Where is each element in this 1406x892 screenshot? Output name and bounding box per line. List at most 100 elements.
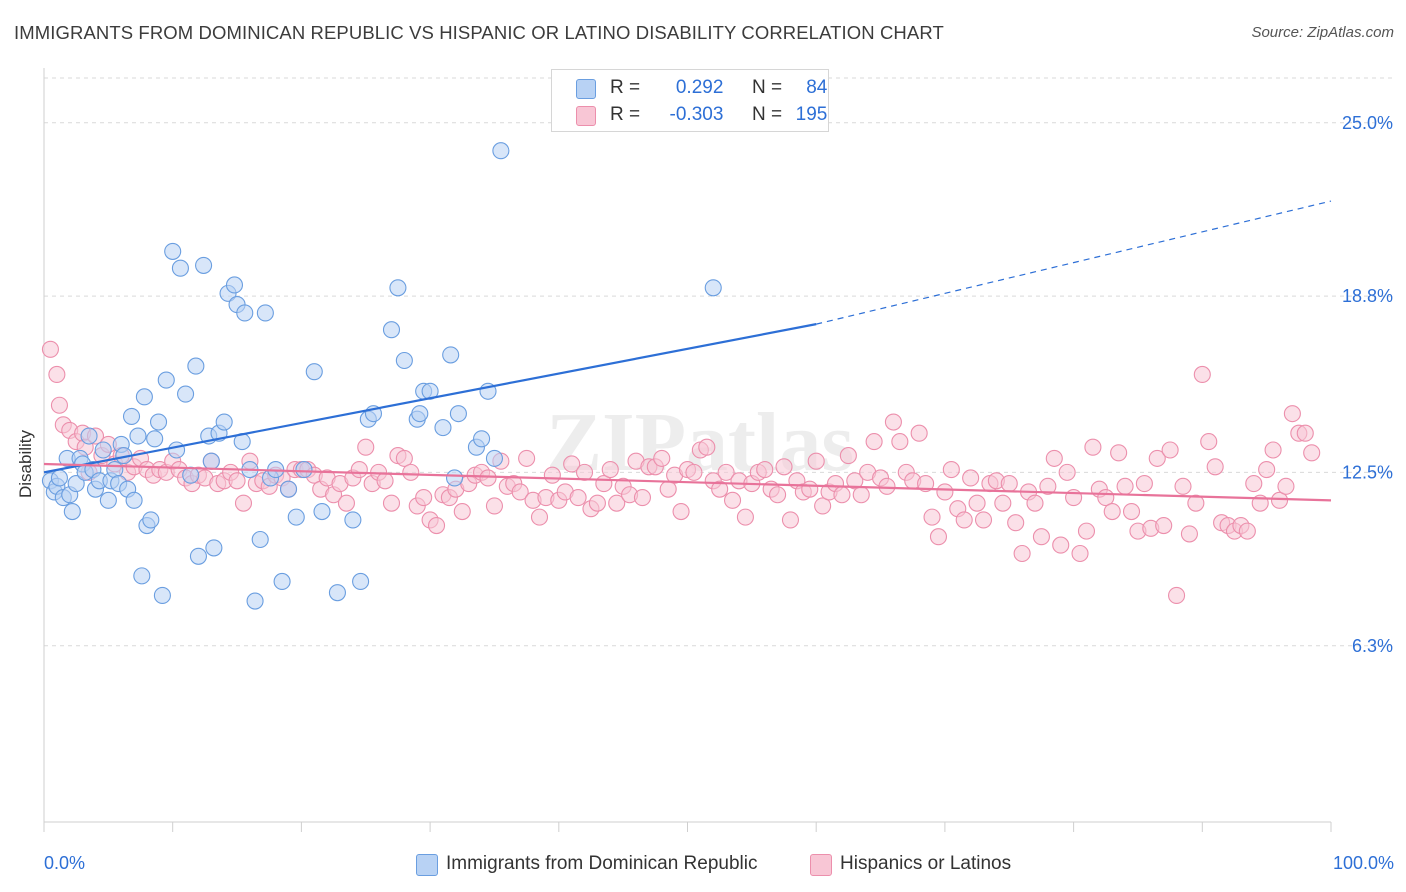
- legend-r-label: R =: [610, 77, 641, 98]
- point-dominican: [256, 304, 274, 322]
- point-hispanics: [1174, 477, 1192, 495]
- legend-text-pink: R = -0.303 N = 195: [610, 104, 827, 126]
- source-label: Source: ZipAtlas.com: [1251, 24, 1394, 41]
- point-dominican: [171, 259, 189, 277]
- point-hispanics: [1013, 544, 1031, 563]
- point-dominican: [187, 357, 205, 375]
- point-hispanics: [807, 452, 825, 470]
- y-tick-labels: 25.0% 18.8% 12.5% 6.3%: [1342, 113, 1393, 656]
- point-hispanics: [891, 433, 909, 451]
- point-dominican: [704, 279, 722, 297]
- axes: [43, 68, 1332, 832]
- point-dominican: [135, 388, 153, 406]
- y-tick-label: 6.3%: [1352, 636, 1393, 656]
- point-hispanics: [50, 396, 68, 414]
- point-hispanics: [41, 340, 59, 358]
- legend-label-hispanics: Hispanics or Latinos: [840, 853, 1012, 874]
- point-dominican: [473, 430, 491, 448]
- point-dominican: [411, 405, 429, 423]
- point-hispanics: [936, 483, 954, 501]
- point-hispanics: [1103, 502, 1121, 521]
- point-hispanics: [1122, 502, 1141, 521]
- point-hispanics: [337, 494, 355, 512]
- legend-n-value: 84: [806, 77, 828, 98]
- point-hispanics: [1187, 494, 1205, 512]
- point-hispanics: [1045, 449, 1063, 467]
- point-hispanics: [1116, 477, 1134, 495]
- stats-legend: R = 0.292 N = 84 R = -0.303 N = 195: [551, 69, 829, 132]
- point-hispanics: [775, 458, 793, 476]
- point-dominican: [328, 584, 346, 602]
- legend-r-value: 0.292: [675, 77, 724, 98]
- point-hispanics: [588, 494, 606, 512]
- point-hispanics: [910, 424, 928, 442]
- trend-line-dominican-projection: [816, 200, 1332, 325]
- point-hispanics: [672, 502, 690, 521]
- point-hispanics: [395, 449, 413, 467]
- y-tick-label: 12.5%: [1342, 462, 1393, 482]
- grid-lines: [44, 77, 1394, 647]
- point-dominican: [205, 539, 223, 557]
- point-hispanics: [833, 486, 851, 504]
- point-hispanics: [865, 433, 883, 451]
- point-dominican: [295, 461, 313, 479]
- point-dominican: [133, 567, 151, 585]
- trend-line-hispanics: [43, 462, 1332, 502]
- series-dominican-points: [41, 142, 722, 610]
- point-hispanics: [357, 438, 375, 456]
- y-axis-label: Disability: [16, 429, 35, 498]
- point-hispanics: [923, 508, 941, 526]
- legend-r-label: R =: [610, 104, 641, 125]
- point-hispanics: [530, 508, 549, 526]
- point-hispanics: [48, 365, 66, 384]
- legend-swatch-blue: [416, 854, 438, 876]
- point-hispanics: [601, 461, 619, 479]
- point-dominican: [182, 466, 200, 484]
- point-hispanics: [543, 466, 561, 484]
- legend-r-value: -0.303: [669, 104, 724, 125]
- point-hispanics: [917, 475, 935, 493]
- point-dominican: [492, 142, 510, 160]
- point-hispanics: [1052, 536, 1070, 554]
- point-dominican: [99, 491, 117, 509]
- x-tick-label-left: 0.0%: [44, 853, 85, 873]
- point-dominican: [344, 511, 362, 529]
- point-hispanics: [1283, 405, 1301, 423]
- point-hispanics: [563, 455, 581, 473]
- point-dominican: [125, 491, 143, 509]
- legend-text-blue: R = 0.292 N = 84: [610, 77, 827, 99]
- y-tick-label: 25.0%: [1342, 113, 1393, 133]
- point-dominican: [177, 385, 195, 403]
- chart-title: IMMIGRANTS FROM DOMINICAN REPUBLIC VS HI…: [14, 22, 944, 43]
- point-dominican: [63, 502, 81, 521]
- point-hispanics: [994, 494, 1012, 512]
- point-dominican: [236, 304, 254, 322]
- point-dominican: [446, 469, 464, 487]
- point-dominican: [279, 480, 298, 498]
- point-hispanics: [955, 511, 973, 529]
- point-dominican: [195, 256, 213, 274]
- point-dominican: [168, 441, 186, 459]
- legend-n-label: N =: [751, 77, 783, 98]
- point-dominican: [106, 461, 124, 479]
- point-hispanics: [723, 491, 742, 509]
- point-hispanics: [974, 511, 993, 529]
- point-dominican: [80, 427, 98, 445]
- point-dominican: [142, 511, 160, 529]
- point-dominican: [305, 363, 323, 381]
- point-dominican: [287, 508, 305, 526]
- point-dominican: [313, 502, 331, 521]
- trend-line-dominican: [43, 323, 817, 474]
- legend-n-value: 195: [795, 104, 828, 125]
- point-hispanics: [376, 472, 394, 490]
- point-hispanics: [1039, 477, 1057, 495]
- point-hispanics: [685, 463, 703, 481]
- point-dominican: [215, 413, 233, 431]
- point-dominican: [449, 405, 467, 423]
- point-hispanics: [402, 463, 420, 481]
- point-hispanics: [1135, 475, 1153, 493]
- point-hispanics: [1084, 438, 1102, 456]
- point-hispanics: [382, 494, 401, 512]
- point-dominican: [94, 441, 112, 459]
- point-hispanics: [846, 472, 864, 490]
